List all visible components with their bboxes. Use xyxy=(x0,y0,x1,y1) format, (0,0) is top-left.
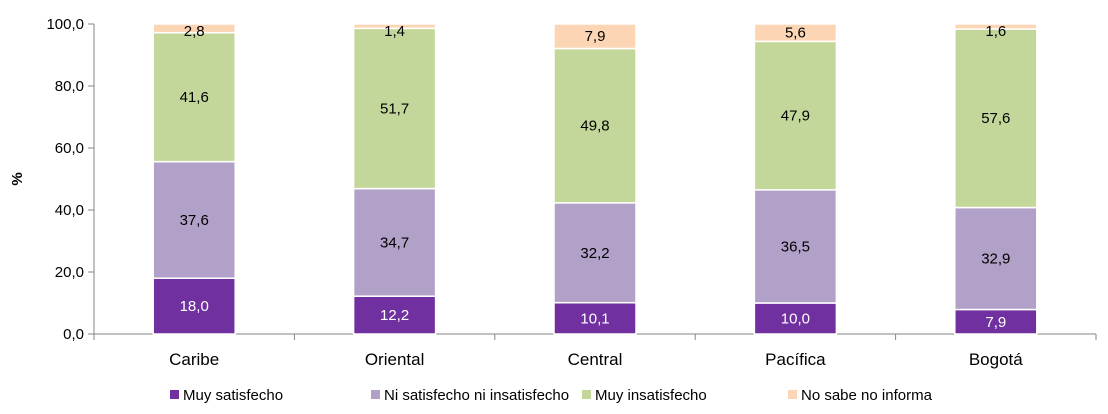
legend-label: Muy insatisfecho xyxy=(595,387,707,404)
data-label: 18,0 xyxy=(180,298,209,315)
y-tick-label: 80,0 xyxy=(55,78,84,95)
x-category-label: Pacífica xyxy=(765,350,826,369)
data-label: 41,6 xyxy=(180,89,209,106)
bar-segment xyxy=(954,23,1038,30)
bars xyxy=(152,23,1038,335)
legend-swatch xyxy=(582,390,591,399)
y-tick-label: 0,0 xyxy=(63,326,84,343)
y-tick-label: 20,0 xyxy=(55,264,84,281)
data-label: 2,8 xyxy=(184,23,205,40)
bar-segment xyxy=(352,295,437,335)
bar-segment xyxy=(352,27,437,190)
axes: 0,0 20,0 40,0 60,0 80,0 100,0% Caribe Oriental C… xyxy=(9,16,1097,369)
bar-segment xyxy=(152,160,236,279)
data-label: 47,9 xyxy=(781,108,810,125)
data-label: 32,9 xyxy=(981,251,1010,268)
x-category-label: Central xyxy=(568,350,623,369)
data-label: 1,4 xyxy=(384,23,405,40)
x-category-label: Bogotá xyxy=(969,350,1023,369)
x-category-label: Oriental xyxy=(365,350,425,369)
legend-label: No sabe no informa xyxy=(801,387,933,404)
bar-segment xyxy=(352,23,437,30)
legend-swatch xyxy=(788,390,797,399)
bar-segment xyxy=(152,31,236,163)
bar-segment xyxy=(753,40,838,191)
data-label: 57,6 xyxy=(981,110,1010,127)
y-tick-label: 60,0 xyxy=(55,140,84,157)
bar-segment xyxy=(553,202,637,304)
data-label: 7,9 xyxy=(585,28,606,45)
data-label: 32,2 xyxy=(580,245,609,262)
x-category-label: Caribe xyxy=(169,350,219,369)
data-label: 1,6 xyxy=(985,23,1006,40)
data-label: 49,8 xyxy=(580,118,609,135)
bar-segment xyxy=(753,302,838,335)
bar-segment xyxy=(553,47,637,204)
data-label: 10,1 xyxy=(580,310,609,327)
legend-swatch xyxy=(371,390,380,399)
data-labels: 18,0 37,6 41,6 2,8 12,2 34,7 51,7 1,4 10,1 32,2 49… xyxy=(180,23,1011,331)
bar-segment xyxy=(753,23,838,43)
data-label: 5,6 xyxy=(785,25,806,42)
bar-segment xyxy=(152,23,236,34)
y-tick-label: 40,0 xyxy=(55,202,84,219)
data-label: 12,2 xyxy=(380,307,409,324)
legend-label: Ni satisfecho ni insatisfecho xyxy=(384,387,569,404)
data-label: 51,7 xyxy=(380,100,409,117)
bar-segment xyxy=(753,189,838,304)
data-label: 10,0 xyxy=(781,311,810,328)
data-label: 34,7 xyxy=(380,234,409,251)
data-label: 37,6 xyxy=(180,212,209,229)
data-label: 7,9 xyxy=(985,314,1006,331)
bar-segment xyxy=(954,206,1038,311)
legend-label: Muy satisfecho xyxy=(183,387,283,404)
bar-segment xyxy=(954,28,1038,209)
y-axis-title: % xyxy=(9,172,26,185)
bar-segment xyxy=(352,187,437,297)
bar-segment xyxy=(553,23,637,50)
legend-swatch xyxy=(170,390,179,399)
data-label: 36,5 xyxy=(781,238,810,255)
y-tick-label: 100,0 xyxy=(46,16,84,33)
legend: Muy satisfecho Ni satisfecho ni insatisfe… xyxy=(170,387,933,404)
bar-segment xyxy=(553,301,637,335)
